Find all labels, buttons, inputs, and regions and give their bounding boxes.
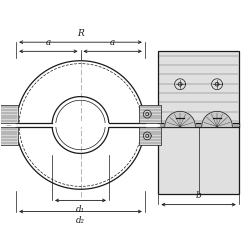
Text: a: a xyxy=(46,38,51,47)
Polygon shape xyxy=(165,111,195,126)
Bar xyxy=(158,51,239,194)
Bar xyxy=(11,124,160,126)
Bar xyxy=(0,126,18,145)
Bar xyxy=(139,126,161,145)
Text: b: b xyxy=(196,191,202,200)
Bar xyxy=(158,124,239,126)
Text: R: R xyxy=(77,29,84,38)
Polygon shape xyxy=(202,111,232,126)
Bar xyxy=(0,105,18,124)
Bar xyxy=(139,105,161,124)
Text: d₁: d₁ xyxy=(76,205,85,214)
Text: a: a xyxy=(110,38,115,47)
Text: d₂: d₂ xyxy=(76,216,85,225)
